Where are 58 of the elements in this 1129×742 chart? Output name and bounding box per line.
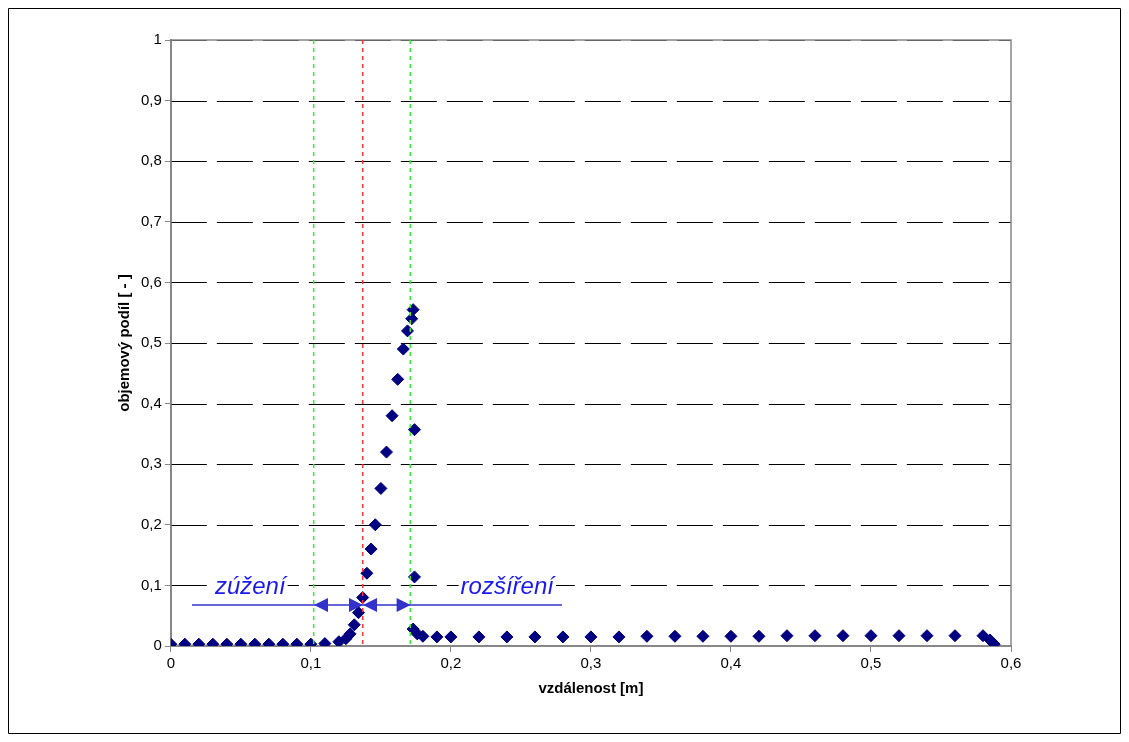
point bbox=[836, 629, 850, 643]
y-tick-label: 0,6 bbox=[140, 272, 162, 290]
point bbox=[472, 630, 486, 644]
x-tick-label: 0,3 bbox=[580, 654, 602, 672]
point bbox=[408, 423, 421, 437]
point bbox=[368, 518, 382, 532]
point bbox=[444, 630, 458, 644]
y-tick-label: 0 bbox=[153, 636, 162, 654]
point bbox=[640, 629, 654, 643]
point bbox=[668, 629, 682, 643]
point bbox=[385, 409, 399, 423]
y-axis-title: objemový podíl [ - ] bbox=[115, 274, 133, 412]
point bbox=[430, 630, 444, 644]
point bbox=[864, 629, 878, 643]
point bbox=[364, 542, 378, 556]
y-tick-label: 0,5 bbox=[140, 333, 162, 351]
y-tick-label: 0,3 bbox=[140, 454, 162, 472]
point bbox=[948, 629, 962, 643]
point bbox=[612, 630, 626, 644]
point bbox=[351, 606, 365, 620]
point bbox=[500, 630, 514, 644]
x-tick-label: 0,5 bbox=[860, 654, 882, 672]
y-tick-label: 1 bbox=[153, 30, 162, 48]
x-tick-label: 0,4 bbox=[720, 654, 742, 672]
point bbox=[976, 629, 990, 643]
x-tick-label: 0,2 bbox=[440, 654, 462, 672]
point bbox=[400, 324, 414, 338]
point bbox=[724, 629, 738, 643]
point bbox=[696, 629, 710, 643]
point bbox=[391, 372, 405, 386]
y-tick-label: 0,1 bbox=[140, 575, 162, 593]
x-tick-label: 0,1 bbox=[300, 654, 322, 672]
x-tick-label: 0,6 bbox=[1000, 654, 1022, 672]
y-tick-label: 0,2 bbox=[140, 514, 162, 532]
point bbox=[408, 570, 421, 584]
y-tick-label: 0,8 bbox=[140, 151, 162, 169]
point bbox=[584, 630, 598, 644]
point bbox=[406, 303, 420, 317]
point bbox=[528, 630, 542, 644]
point bbox=[808, 629, 822, 643]
point bbox=[347, 618, 361, 632]
point bbox=[920, 629, 934, 643]
annotation: zúžení bbox=[213, 572, 288, 599]
y-tick-label: 0,9 bbox=[140, 90, 162, 108]
annotation: rozšíření bbox=[460, 572, 557, 599]
point bbox=[379, 445, 393, 459]
point bbox=[374, 481, 388, 495]
point bbox=[752, 629, 766, 643]
x-tick-label: 0 bbox=[166, 654, 176, 672]
point bbox=[360, 566, 374, 580]
point bbox=[892, 629, 906, 643]
x-axis-title: vzdálenost [m] bbox=[538, 679, 644, 697]
y-tick-label: 0,7 bbox=[140, 211, 162, 229]
point bbox=[343, 627, 357, 641]
point bbox=[556, 630, 570, 644]
y-tick-label: 0,4 bbox=[140, 393, 162, 411]
point bbox=[396, 342, 410, 356]
point bbox=[780, 629, 794, 643]
